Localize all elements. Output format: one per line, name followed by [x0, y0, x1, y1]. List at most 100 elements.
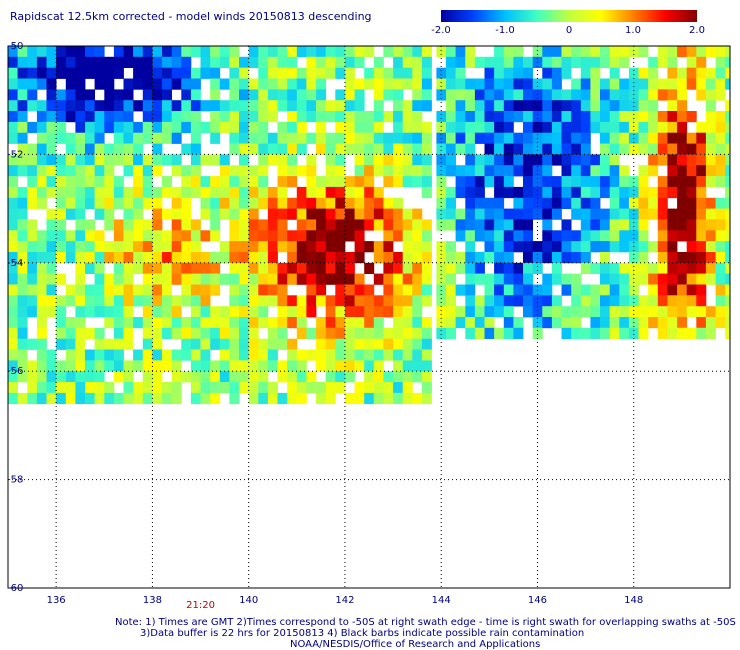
heatmap-cell	[494, 143, 505, 155]
heatmap-cell	[494, 67, 505, 79]
heatmap-cell	[503, 154, 514, 166]
heatmap-cell	[402, 56, 413, 68]
heatmap-cell	[513, 208, 524, 220]
heatmap-cell	[551, 100, 562, 112]
heatmap-cell	[609, 208, 620, 220]
heatmap-cell	[600, 317, 610, 329]
heatmap-cell	[600, 165, 610, 177]
heatmap-cell	[8, 252, 18, 264]
heatmap-cell	[383, 327, 394, 339]
heatmap-cell	[590, 78, 601, 90]
heatmap-cell	[446, 78, 456, 90]
heatmap-cell	[94, 100, 105, 112]
heatmap-cell	[296, 382, 307, 394]
heatmap-cell	[571, 197, 582, 209]
heatmap-cell	[421, 154, 432, 166]
heatmap-cell	[628, 176, 639, 188]
heatmap-cell	[46, 349, 57, 361]
heatmap-cell	[436, 46, 447, 58]
heatmap-cell	[580, 121, 591, 134]
heatmap-cell	[354, 273, 365, 285]
heatmap-cell	[113, 252, 124, 264]
heatmap-cell	[364, 382, 375, 394]
heatmap-cell	[494, 121, 505, 134]
heatmap-cell	[628, 252, 639, 264]
heatmap-cell	[705, 273, 716, 285]
heatmap-cell	[123, 230, 134, 242]
heatmap-cell	[277, 392, 288, 405]
heatmap-cell	[571, 208, 582, 220]
heatmap-cell	[561, 132, 572, 144]
x-tick-label: 136	[47, 595, 66, 606]
heatmap-cell	[181, 349, 192, 361]
heatmap-cell	[677, 327, 688, 339]
heatmap-cell	[325, 295, 336, 307]
heatmap-cell	[239, 121, 249, 134]
heatmap-cell	[65, 132, 76, 144]
heatmap-cell	[523, 197, 533, 209]
heatmap-cell	[373, 143, 384, 155]
heatmap-cell	[229, 371, 240, 383]
heatmap-cell	[657, 143, 668, 155]
heatmap-cell	[113, 197, 124, 209]
heatmap-cell	[335, 284, 346, 296]
heatmap-cell	[133, 252, 144, 264]
heatmap-cell	[123, 186, 134, 199]
heatmap-cell	[335, 295, 346, 307]
heatmap-cell	[277, 317, 288, 329]
heatmap-cell	[503, 327, 514, 339]
heatmap-cell	[75, 327, 86, 339]
heatmap-cell	[239, 252, 249, 264]
heatmap-cell	[36, 273, 47, 285]
heatmap-cell	[94, 176, 105, 188]
heatmap-cell	[277, 208, 288, 220]
heatmap-cell	[171, 56, 182, 68]
heatmap-cell	[551, 176, 562, 188]
heatmap-cell	[277, 306, 288, 318]
heatmap-cell	[600, 56, 610, 68]
heatmap-cell	[364, 132, 375, 144]
heatmap-cell	[513, 67, 524, 79]
heatmap-cell	[267, 100, 278, 112]
heatmap-cell	[494, 197, 505, 209]
heatmap-cell	[75, 230, 86, 242]
heatmap-cell	[393, 100, 404, 112]
heatmap-cell	[619, 165, 630, 177]
heatmap-cell	[532, 295, 543, 307]
heatmap-cell	[648, 273, 659, 285]
heatmap-cell	[436, 78, 447, 90]
heatmap-cell	[8, 78, 18, 90]
heatmap-cell	[229, 186, 240, 199]
heatmap-cell	[152, 111, 163, 123]
heatmap-cell	[181, 317, 192, 329]
heatmap-cell	[239, 176, 249, 188]
heatmap-cell	[474, 111, 485, 123]
heatmap-cell	[113, 262, 124, 274]
heatmap-cell	[686, 197, 697, 209]
heatmap-cell	[494, 241, 505, 253]
heatmap-cell	[133, 121, 144, 134]
heatmap-cell	[715, 78, 726, 90]
heatmap-cell	[446, 317, 456, 329]
heatmap-cell	[393, 121, 404, 134]
heatmap-cell	[532, 306, 543, 318]
heatmap-cell	[27, 360, 38, 372]
heatmap-cell	[287, 78, 298, 90]
heatmap-cell	[248, 78, 259, 90]
heatmap-cell	[455, 186, 466, 199]
heatmap-cell	[267, 382, 278, 394]
heatmap-cell	[696, 295, 707, 307]
heatmap-cell	[36, 317, 47, 329]
heatmap-cell	[104, 317, 115, 329]
heatmap-cell	[239, 78, 249, 90]
heatmap-cell	[258, 392, 269, 405]
heatmap-cell	[667, 100, 678, 112]
heatmap-cell	[364, 165, 375, 177]
heatmap-cell	[494, 306, 505, 318]
heatmap-cell	[152, 219, 163, 231]
heatmap-cell	[412, 284, 423, 296]
heatmap-cell	[715, 317, 726, 329]
heatmap-cell	[200, 306, 211, 318]
heatmap-cell	[412, 295, 423, 307]
heatmap-cell	[412, 306, 423, 318]
